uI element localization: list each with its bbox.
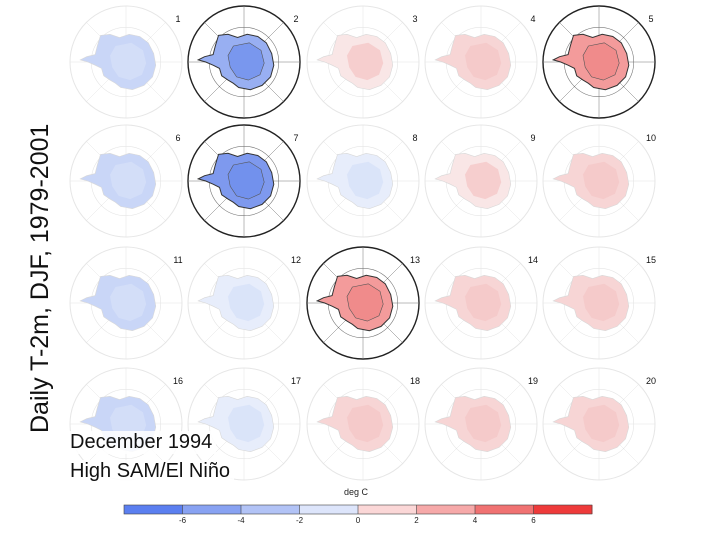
interior-anomaly-contour (347, 161, 384, 200)
colorbar-tick-label: -2 (296, 516, 304, 525)
caption-date: December 1994 (66, 431, 217, 454)
colorbar-tick-label: -4 (237, 516, 245, 525)
interior-anomaly-contour (110, 161, 147, 200)
colorbar-segment (475, 505, 534, 514)
interior-anomaly-contour (347, 404, 384, 443)
caption-regime: High SAM/El Niño (66, 460, 235, 483)
interior-anomaly-contour (228, 283, 265, 322)
interior-anomaly-contour (110, 283, 147, 322)
colorbar-segment (358, 505, 417, 514)
panel-number-label: 10 (646, 133, 656, 143)
panel-number-label: 5 (648, 14, 653, 24)
antarctic-map-panel-4: 4 (424, 5, 538, 119)
antarctic-map-panel-3: 3 (306, 5, 420, 119)
interior-anomaly-contour (346, 283, 384, 322)
interior-anomaly-contour (465, 404, 502, 443)
antarctic-map-panel-18: 18 (306, 367, 420, 481)
colorbar-segment (124, 505, 183, 514)
panel-number-label: 13 (410, 255, 420, 265)
colorbar-tick-label: 0 (356, 516, 361, 525)
antarctic-map-panel-19: 19 (424, 367, 538, 481)
panel-number-label: 15 (646, 255, 656, 265)
panel-number-label: 3 (412, 14, 417, 24)
colorbar-tick-label: 6 (531, 516, 536, 525)
panel-number-label: 8 (412, 133, 417, 143)
panel-number-label: 9 (530, 133, 535, 143)
antarctic-map-panel-17: 17 (187, 367, 301, 481)
panel-number-label: 16 (173, 376, 183, 386)
antarctic-map-panel-10: 10 (542, 124, 656, 238)
interior-anomaly-contour (110, 42, 147, 81)
interior-anomaly-contour (583, 283, 620, 322)
antarctic-map-panel-5: 5 (542, 5, 656, 119)
panel-number-label: 6 (175, 133, 180, 143)
panel-number-label: 4 (530, 14, 535, 24)
interior-anomaly-contour (465, 283, 502, 322)
colorbar-segment (533, 505, 593, 514)
colorbar-tick-label: -6 (179, 516, 187, 525)
interior-anomaly-contour (228, 404, 265, 443)
interior-anomaly-contour (583, 161, 620, 200)
interior-anomaly-contour (347, 42, 384, 81)
panel-number-label: 19 (528, 376, 538, 386)
panel-number-label: 7 (293, 133, 298, 143)
antarctic-map-panel-15: 15 (542, 246, 656, 360)
colorbar-segment (241, 505, 300, 514)
interior-anomaly-contour (465, 161, 502, 200)
colorbar-segment (299, 505, 359, 514)
interior-anomaly-contour (227, 161, 265, 200)
antarctic-map-panel-13: 13 (306, 246, 420, 360)
interior-anomaly-contour (583, 404, 620, 443)
interior-anomaly-contour (465, 42, 502, 81)
antarctic-map-panel-2: 2 (187, 5, 301, 119)
panel-number-label: 17 (291, 376, 301, 386)
panel-number-label: 12 (291, 255, 301, 265)
antarctic-map-panel-7: 7 (187, 124, 301, 238)
antarctic-map-panel-20: 20 (542, 367, 656, 481)
panel-number-label: 18 (410, 376, 420, 386)
interior-anomaly-contour (227, 42, 265, 81)
panel-number-label: 1 (175, 14, 180, 24)
colorbar-tick-label: 4 (473, 516, 478, 525)
antarctic-map-panel-14: 14 (424, 246, 538, 360)
panel-number-label: 11 (173, 255, 182, 265)
interior-anomaly-contour (582, 42, 620, 81)
antarctic-map-panel-6: 6 (69, 124, 183, 238)
colorbar-unit: deg C (344, 487, 369, 497)
antarctic-map-panel-12: 12 (187, 246, 301, 360)
colorbar-tick-label: 2 (414, 516, 419, 525)
colorbar-segment (182, 505, 242, 514)
panel-number-label: 20 (646, 376, 656, 386)
colorbar-segment (416, 505, 476, 514)
antarctic-map-panel-1: 1 (69, 5, 183, 119)
antarctic-map-panel-11: 11 (69, 246, 183, 360)
antarctic-map-panel-8: 8 (306, 124, 420, 238)
panel-number-label: 2 (293, 14, 298, 24)
panel-number-label: 14 (528, 255, 538, 265)
antarctic-map-panel-9: 9 (424, 124, 538, 238)
